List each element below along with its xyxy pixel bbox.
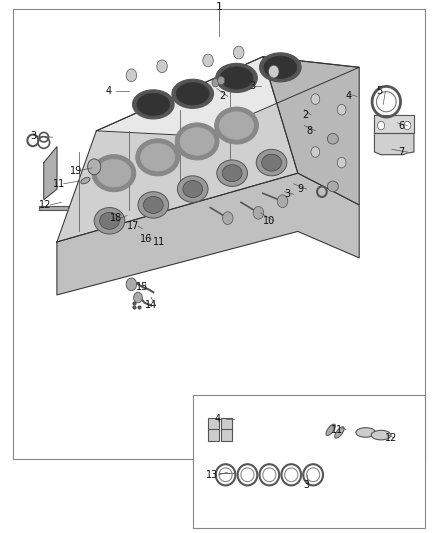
Ellipse shape xyxy=(138,192,169,218)
Ellipse shape xyxy=(259,53,301,82)
Circle shape xyxy=(157,60,167,72)
Circle shape xyxy=(311,94,320,104)
Text: 4: 4 xyxy=(105,86,111,96)
Text: 3: 3 xyxy=(304,480,310,490)
Text: 11: 11 xyxy=(53,179,65,189)
Text: 17: 17 xyxy=(127,221,139,231)
Text: 13: 13 xyxy=(206,470,218,480)
Text: 19: 19 xyxy=(70,166,82,175)
Circle shape xyxy=(212,78,219,87)
Ellipse shape xyxy=(371,430,391,440)
Ellipse shape xyxy=(220,67,253,89)
Circle shape xyxy=(337,104,346,115)
Ellipse shape xyxy=(223,165,242,182)
Text: 11: 11 xyxy=(153,237,166,247)
Bar xyxy=(221,418,232,431)
Text: 5: 5 xyxy=(377,86,383,96)
Polygon shape xyxy=(57,173,359,295)
Polygon shape xyxy=(374,133,414,155)
Text: 3: 3 xyxy=(31,131,37,141)
Ellipse shape xyxy=(256,149,287,176)
Text: 10: 10 xyxy=(263,216,275,226)
Ellipse shape xyxy=(94,207,125,234)
Text: 16: 16 xyxy=(140,235,152,244)
Ellipse shape xyxy=(81,177,90,184)
Ellipse shape xyxy=(327,181,338,192)
Circle shape xyxy=(233,46,244,59)
Ellipse shape xyxy=(261,154,281,171)
Ellipse shape xyxy=(136,139,180,176)
Polygon shape xyxy=(57,56,298,242)
Text: 3: 3 xyxy=(285,189,291,199)
Text: 4: 4 xyxy=(215,414,221,424)
Bar xyxy=(221,429,232,441)
Text: 2: 2 xyxy=(302,110,308,120)
Text: 15: 15 xyxy=(136,282,148,292)
Bar xyxy=(208,418,219,431)
Circle shape xyxy=(404,122,411,130)
Text: 6: 6 xyxy=(399,120,405,131)
Text: 11: 11 xyxy=(331,425,343,435)
Ellipse shape xyxy=(137,93,170,116)
Polygon shape xyxy=(44,147,57,200)
Circle shape xyxy=(126,278,137,290)
Ellipse shape xyxy=(215,63,257,93)
Polygon shape xyxy=(96,56,359,136)
Ellipse shape xyxy=(175,123,219,160)
Text: 18: 18 xyxy=(110,213,122,223)
Polygon shape xyxy=(263,56,359,205)
Circle shape xyxy=(337,157,346,168)
Circle shape xyxy=(277,195,288,207)
Ellipse shape xyxy=(219,112,254,139)
Ellipse shape xyxy=(177,176,208,203)
Circle shape xyxy=(223,212,233,224)
Ellipse shape xyxy=(92,155,136,192)
Ellipse shape xyxy=(141,143,175,171)
Bar xyxy=(13,9,425,459)
Circle shape xyxy=(218,76,225,85)
Ellipse shape xyxy=(356,427,376,437)
Text: 3: 3 xyxy=(250,81,256,91)
Text: 12: 12 xyxy=(39,200,52,210)
Ellipse shape xyxy=(143,197,163,213)
Text: 7: 7 xyxy=(399,147,405,157)
Circle shape xyxy=(203,54,213,67)
Ellipse shape xyxy=(183,181,202,198)
Ellipse shape xyxy=(99,212,119,229)
Ellipse shape xyxy=(335,427,344,438)
Circle shape xyxy=(88,159,101,175)
Ellipse shape xyxy=(217,160,247,187)
Circle shape xyxy=(134,292,142,303)
Ellipse shape xyxy=(326,424,336,435)
Bar xyxy=(193,395,425,528)
Ellipse shape xyxy=(327,133,338,144)
Text: 8: 8 xyxy=(307,126,313,136)
Circle shape xyxy=(268,65,279,78)
Ellipse shape xyxy=(172,79,214,108)
Polygon shape xyxy=(39,206,68,210)
Ellipse shape xyxy=(180,128,214,155)
Circle shape xyxy=(378,122,385,130)
Polygon shape xyxy=(374,115,414,133)
Text: 14: 14 xyxy=(145,301,157,310)
Ellipse shape xyxy=(264,56,297,78)
Text: 1: 1 xyxy=(215,2,223,12)
Circle shape xyxy=(311,147,320,157)
Ellipse shape xyxy=(215,107,258,144)
Text: 12: 12 xyxy=(385,433,398,443)
Circle shape xyxy=(126,69,137,82)
Text: 4: 4 xyxy=(346,92,352,101)
Ellipse shape xyxy=(176,83,209,105)
Ellipse shape xyxy=(132,90,174,119)
Bar xyxy=(208,429,219,441)
Circle shape xyxy=(253,206,264,219)
Text: 2: 2 xyxy=(219,92,225,101)
Text: 9: 9 xyxy=(298,184,304,194)
Ellipse shape xyxy=(97,159,131,187)
